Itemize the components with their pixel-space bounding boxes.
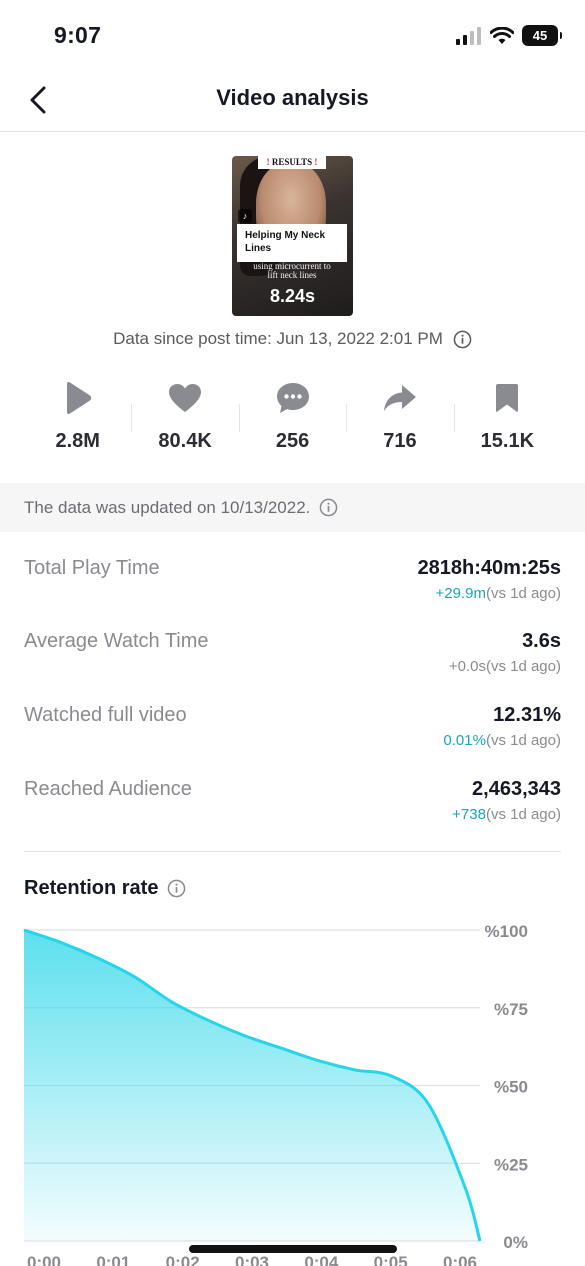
bookmark-icon — [496, 384, 519, 412]
y-tick-label: %50 — [494, 1078, 528, 1097]
stat-views: 2.8M — [24, 378, 131, 464]
stat-value: 256 — [275, 430, 310, 452]
retention-line — [23, 928, 482, 1242]
metric-change: +29.9m(vs 1d ago) — [436, 585, 562, 602]
retention-title: Retention rate — [24, 877, 159, 899]
stat-value: 80.4K — [158, 430, 212, 452]
metric-value: 3.6s — [522, 630, 561, 652]
video-thumbnail[interactable]: ! RESULTS ! ♪ Helping My Neck Lines usin… — [232, 156, 353, 316]
back-button[interactable] — [20, 82, 56, 118]
change-note: (vs 1d ago) — [485, 585, 561, 602]
stat-value: 2.8M — [55, 430, 100, 452]
status-icons: 45 — [456, 25, 562, 46]
y-tick-label: %100 — [485, 922, 528, 941]
info-icon[interactable] — [319, 498, 338, 517]
stat-saves: 15.1K — [453, 378, 561, 464]
retention-title-row: Retention rate — [24, 877, 186, 900]
heart-icon — [169, 384, 202, 412]
change-note: (vs 1d ago) — [485, 806, 561, 823]
retention-chart: %100 %75 %50 %25 0% 0:00 0:01 0:02 0:03 0:04 0:05… — [23, 922, 528, 1266]
change-value: +0.0s — [448, 658, 486, 675]
info-icon[interactable] — [167, 879, 186, 898]
x-tick-label: 0:02 — [166, 1253, 200, 1266]
results-text: RESULTS — [271, 157, 313, 167]
x-tick-label: 0:01 — [96, 1253, 130, 1266]
share-icon — [383, 385, 416, 411]
metric-value: 2,463,343 — [472, 778, 561, 800]
engagement-stats: 2.8M 80.4K 256 716 — [24, 378, 561, 464]
chevron-left-icon — [30, 86, 46, 114]
metric-label: Average Watch Time — [24, 630, 209, 652]
change-value: +29.9m — [435, 585, 486, 602]
status-bar: 9:07 45 — [0, 0, 585, 74]
y-tick-label: %25 — [494, 1155, 528, 1174]
y-tick-label: %75 — [494, 1000, 528, 1019]
metric-value: 2818h:40m:25s — [417, 557, 561, 579]
x-tick-label: 0:05 — [374, 1253, 408, 1266]
stat-comments: 256 — [238, 378, 346, 464]
y-tick-label: 0% — [503, 1233, 528, 1252]
change-note: (vs 1d ago) — [485, 658, 561, 675]
metric-change: 0.01%(vs 1d ago) — [443, 732, 561, 749]
post-time-row: Data since post time: Jun 13, 2022 2:01 … — [0, 329, 585, 349]
change-value: 0.01% — [443, 732, 486, 749]
stat-likes: 80.4K — [131, 378, 238, 464]
change-note: (vs 1d ago) — [485, 732, 561, 749]
video-duration: 8.24s — [269, 286, 316, 306]
play-icon — [66, 382, 91, 414]
x-tick-label: 0:03 — [235, 1253, 269, 1266]
post-time-text: Data since post time: Jun 13, 2022 2:01 … — [113, 329, 443, 348]
metric-label: Total Play Time — [24, 557, 160, 579]
comment-icon — [276, 383, 309, 413]
change-value: +738 — [452, 806, 486, 823]
stat-value: 15.1K — [480, 430, 535, 452]
updated-banner: The data was updated on 10/13/2022. — [0, 483, 585, 532]
section-divider — [24, 851, 561, 852]
wifi-icon — [490, 26, 514, 44]
status-time: 9:07 — [54, 22, 102, 48]
thumbnail-results-label: ! RESULTS ! — [258, 156, 326, 169]
thumbnail-sub-caption: using microcurrent to lift neck lines — [253, 261, 331, 280]
info-icon[interactable] — [453, 330, 472, 349]
page-title: Video analysis — [216, 85, 369, 110]
signal-icon — [456, 26, 481, 45]
x-tick-label: 0:00 — [27, 1253, 61, 1266]
stat-value: 716 — [383, 430, 417, 452]
metric-label: Reached Audience — [24, 778, 192, 800]
thumbnail-caption: Helping My Neck Lines — [237, 224, 347, 262]
metric-change: +0.0s(vs 1d ago) — [449, 658, 561, 675]
x-tick-label: 0:06 — [443, 1253, 477, 1266]
nav-bar: Video analysis — [0, 74, 585, 132]
x-tick-label: 0:04 — [304, 1253, 339, 1266]
metric-value: 12.31% — [493, 704, 561, 726]
retention-area — [24, 930, 480, 1241]
tiktok-logo-icon: ♪ — [238, 209, 252, 223]
metric-label: Watched full video — [24, 704, 187, 726]
stat-shares: 716 — [346, 378, 453, 464]
home-indicator[interactable] — [189, 1245, 397, 1253]
updated-text: The data was updated on 10/13/2022. — [24, 497, 311, 517]
metric-change: +738(vs 1d ago) — [452, 806, 561, 823]
battery-indicator: 45 — [522, 25, 562, 46]
